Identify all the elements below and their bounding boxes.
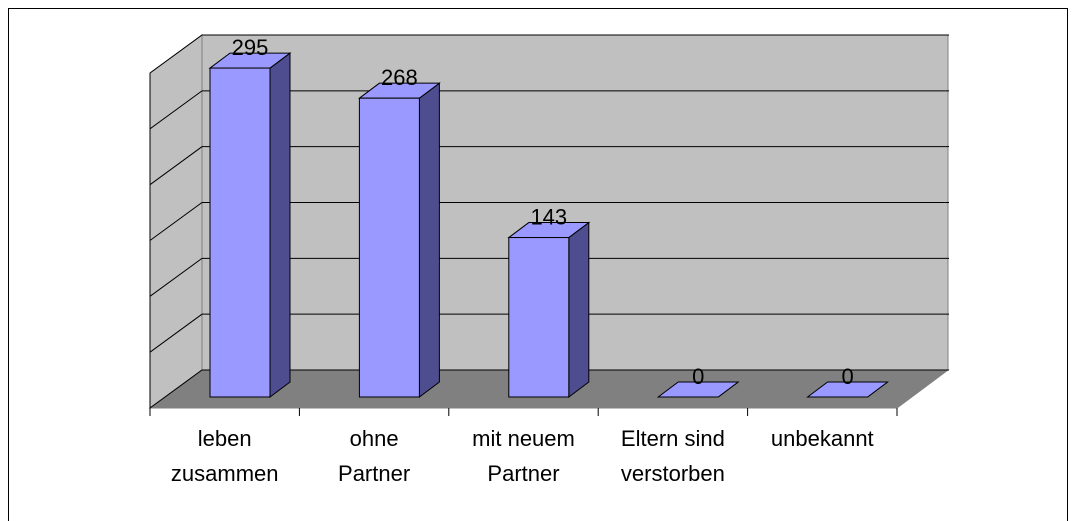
bar-top: [806, 381, 890, 398]
bar-side: [269, 52, 291, 398]
grid-line: [149, 90, 949, 130]
x-tick-label: unbekannt: [771, 426, 874, 451]
bars: 295 268 143 0 0: [208, 35, 890, 398]
bar-front: [358, 97, 420, 398]
x-tick-label: Eltern sind: [621, 426, 725, 451]
data-label: 0: [692, 364, 704, 389]
x-tick-label: zusammen: [171, 461, 279, 486]
bar-side: [568, 221, 590, 398]
x-tick-label: ohne: [350, 426, 399, 451]
bar: [357, 82, 441, 398]
bar-front: [209, 67, 271, 398]
data-label: 0: [841, 364, 853, 389]
grid-line: [149, 313, 949, 353]
bar: [656, 381, 740, 398]
bar: [806, 381, 890, 398]
data-label: 268: [381, 65, 418, 90]
grid-line: [149, 202, 949, 241]
x-tick-label: mit neuem: [472, 426, 575, 451]
x-tick-label: verstorben: [621, 461, 725, 486]
data-label: 143: [530, 204, 567, 229]
grid-line: [149, 257, 949, 297]
bar: [208, 52, 292, 398]
grid-line: [149, 34, 949, 74]
bar-side: [418, 82, 440, 398]
grid-line: [149, 146, 949, 186]
bar-top: [656, 381, 740, 398]
bar-front: [508, 237, 570, 398]
bar: [507, 221, 591, 398]
x-tick-label: Partner: [487, 461, 559, 486]
data-label: 295: [232, 35, 269, 60]
grid-line: [149, 369, 949, 409]
x-tick-label: Partner: [338, 461, 410, 486]
grid: [149, 34, 949, 416]
x-tick-label: leben: [198, 426, 252, 451]
